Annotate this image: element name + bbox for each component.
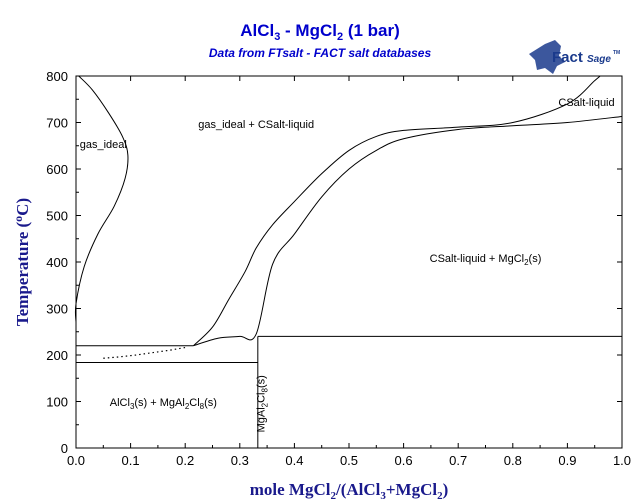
- phase-boundary-line-1: [193, 75, 601, 347]
- dotted-phase-boundary: [103, 346, 186, 359]
- y-tick-label: 700: [46, 116, 68, 131]
- y-tick-label: 800: [46, 69, 68, 84]
- chart-subtitle: Data from FTsalt - FACT salt databases: [209, 46, 432, 60]
- y-tick-label: 400: [46, 255, 68, 270]
- x-tick-label: 1.0: [613, 453, 631, 468]
- x-tick-label: 0.6: [395, 453, 413, 468]
- y-tick-label: 500: [46, 209, 68, 224]
- y-axis-label: Temperature (oC): [11, 198, 32, 326]
- y-tick-label: 0: [61, 441, 68, 456]
- chart-title: AlCl3 - MgCl2 (1 bar): [240, 21, 400, 43]
- x-tick-label: 0.4: [285, 453, 303, 468]
- region-label-mgal2cl8: MgAl2Cl8(s): [255, 375, 269, 432]
- x-tick-label: 0.2: [176, 453, 194, 468]
- y-tick-label: 300: [46, 302, 68, 317]
- x-tick-label: 0.8: [504, 453, 522, 468]
- logo-main-text: Fact: [552, 49, 583, 66]
- logo-suffix-text: Sage: [587, 54, 611, 65]
- x-tick-label: 0.3: [231, 453, 249, 468]
- logo-gear-icon: [529, 40, 565, 74]
- y-tick-label: 200: [46, 348, 68, 363]
- x-tick-label: 0.5: [340, 453, 358, 468]
- phase-boundary-line-2: [193, 115, 623, 347]
- region-label-liquid: CSalt-liquid: [558, 97, 614, 109]
- factsage-logo: Fact Sage TM: [529, 40, 620, 74]
- y-axis-ticks: 0 100 200 300 400 500 600 700 800: [46, 69, 622, 456]
- region-label-liquid-mgcl2: CSalt-liquid + MgCl2(s): [430, 253, 542, 267]
- x-tick-label: 0.7: [449, 453, 467, 468]
- series-layer: [74, 75, 623, 448]
- logo-mark-text: TM: [613, 50, 620, 56]
- phase-boundary-line-0: [74, 75, 129, 323]
- x-tick-label: 0.1: [122, 453, 140, 468]
- x-tick-label: 0.9: [558, 453, 576, 468]
- y-tick-label: 600: [46, 162, 68, 177]
- x-axis-label: mole MgCl2/(AlCl3+MgCl2): [250, 480, 449, 502]
- x-tick-label: 0.0: [67, 453, 85, 468]
- region-label-alcl3-mgal2cl8: AlCl3(s) + MgAl2Cl8(s): [110, 397, 217, 411]
- y-tick-label: 100: [46, 395, 68, 410]
- region-label-gas-liquid: gas_ideal + CSalt-liquid: [198, 119, 314, 131]
- region-label-gas-ideal: gas_ideal: [80, 139, 127, 151]
- x-axis-ticks: 0.0 0.1 0.2 0.3 0.4 0.5 0.6 0.7 0.8 0.9 1.0: [67, 76, 631, 468]
